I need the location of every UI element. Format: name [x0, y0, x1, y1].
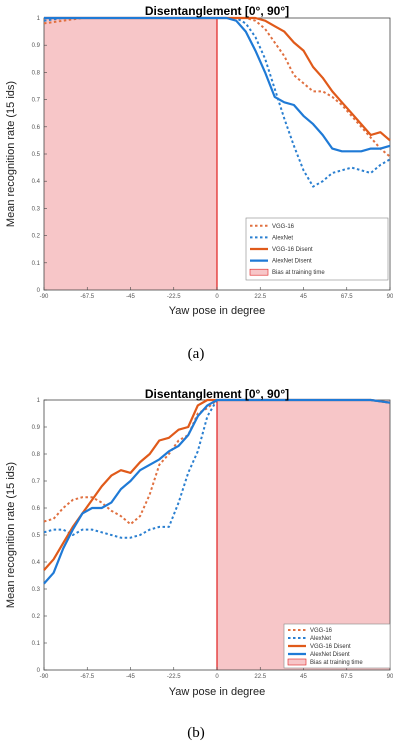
chart-panel-a: -90 -67.5 -45 -22.5 0 22.5 45 67.5 90 0 0.1 0.2 0.3 0…: [0, 0, 393, 370]
y-tick-label: 0.2: [32, 614, 41, 620]
legend-swatch-shaded: [287, 658, 307, 666]
figure-caption: (b): [187, 725, 205, 741]
y-tick-label: 1: [37, 398, 41, 404]
y-tick-label: 0.8: [32, 70, 41, 76]
y-tick-label: 0.6: [32, 125, 41, 131]
x-tick-label: 0: [215, 294, 219, 300]
shaded-training-bias-region: [44, 18, 217, 290]
chart-panel-b: -90 -67.5 -45 -22.5 0 22.5 45 67.5 90 0 0.1 0.2 0.3 0…: [0, 373, 393, 746]
x-tick-label: -45: [126, 674, 135, 680]
y-tick-label: 0.5: [32, 152, 41, 158]
y-tick-label: 0.3: [32, 587, 41, 593]
x-tick-label: -45: [126, 294, 135, 300]
y-axis-label: Mean recognition rate (15 ids): [5, 462, 17, 608]
y-tick-label: 0.4: [32, 179, 41, 185]
figure-caption: (a): [188, 346, 205, 362]
series-line-alexnet-disent: [43, 398, 391, 585]
legend-label: VGG-16: [310, 628, 333, 634]
x-tick-label: 67.5: [341, 674, 353, 680]
x-tick-label: 22.5: [254, 294, 266, 300]
x-tick-label: 22.5: [254, 674, 266, 680]
y-tick-label: 0: [37, 668, 41, 674]
legend-label: Bias at training time: [272, 270, 325, 276]
x-tick-label: -67.5: [80, 674, 94, 680]
legend-label: VGG-16: [272, 224, 295, 230]
series-line-alexnet-disent: [44, 16, 391, 153]
x-tick-label: 90: [387, 294, 393, 300]
x-tick-label: -90: [40, 674, 49, 680]
x-tick-label: 90: [387, 674, 393, 680]
y-tick-label: 0.1: [32, 641, 41, 647]
x-tick-label: 45: [300, 294, 307, 300]
y-tick-label: 0.6: [32, 506, 41, 512]
x-tick-label: -22.5: [167, 294, 181, 300]
legend-swatch-shaded: [249, 268, 269, 276]
chart-title: Disentanglement [0°, 90°]: [145, 387, 289, 401]
legend-label: VGG-16 Disent: [272, 247, 313, 253]
x-tick-label: 67.5: [341, 294, 353, 300]
x-axis-label: Yaw pose in degree: [169, 305, 265, 317]
x-tick-label: 45: [300, 674, 307, 680]
legend-label: AlexNet Disent: [272, 259, 312, 265]
y-tick-label: 0.1: [32, 261, 41, 267]
legend-box: [245, 217, 389, 281]
legend-label: AlexNet Disent: [310, 652, 350, 658]
chart-title: Disentanglement [0°, 90°]: [145, 4, 289, 18]
x-tick-label: -67.5: [80, 294, 94, 300]
y-tick-label: 0.5: [32, 533, 41, 539]
y-tick-label: 0.2: [32, 234, 41, 240]
x-tick-label: -90: [40, 294, 49, 300]
x-tick-label: 0: [215, 674, 219, 680]
y-tick-label: 0.4: [32, 560, 41, 566]
chart-a-svg: -90 -67.5 -45 -22.5 0 22.5 45 67.5 90 0 0.1 0.2 0.3 0…: [5, 4, 393, 362]
y-tick-label: 0.8: [32, 452, 41, 458]
chart-b-svg: -90 -67.5 -45 -22.5 0 22.5 45 67.5 90 0 0.1 0.2 0.3 0…: [5, 387, 393, 741]
y-axis-label: Mean recognition rate (15 ids): [5, 81, 17, 227]
x-tick-label: -22.5: [167, 674, 181, 680]
legend-label: AlexNet: [272, 235, 293, 241]
x-axis-label: Yaw pose in degree: [169, 686, 265, 698]
y-tick-label: 0.9: [32, 43, 41, 49]
legend-label: Bias at training time: [310, 660, 363, 666]
y-tick-label: 0.7: [32, 479, 41, 485]
y-tick-label: 0.7: [32, 98, 41, 104]
y-tick-label: 1: [37, 16, 41, 22]
legend-label: VGG-16 Disent: [310, 644, 351, 650]
legend-label: AlexNet: [310, 636, 331, 642]
y-tick-label: 0.3: [32, 206, 41, 212]
y-tick-label: 0: [37, 288, 41, 294]
y-tick-label: 0.9: [32, 425, 41, 431]
series-line-alexnet: [43, 399, 391, 539]
